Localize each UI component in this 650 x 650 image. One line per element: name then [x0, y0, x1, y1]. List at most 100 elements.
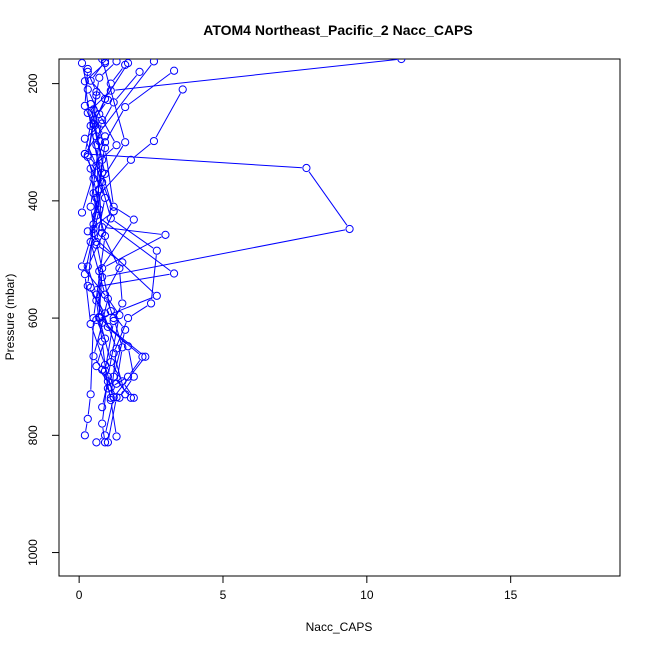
series-segment	[105, 325, 140, 355]
data-point	[100, 169, 110, 178]
data-point	[103, 294, 113, 303]
series-segment	[85, 99, 97, 150]
data-point	[98, 155, 107, 164]
data-point	[92, 91, 101, 100]
series-16	[80, 59, 130, 440]
series-segment	[97, 342, 105, 363]
data-point	[100, 143, 110, 153]
data-point	[345, 224, 354, 234]
data-point	[86, 390, 95, 399]
series-segment	[102, 63, 125, 139]
data-point	[83, 414, 92, 424]
x-axis-label: Nacc_CAPS	[306, 620, 373, 634]
data-point	[83, 64, 92, 74]
series-segment	[105, 236, 162, 267]
series-segment	[86, 139, 95, 151]
series-segment	[86, 142, 96, 162]
x-axis: 0 5 10 15	[76, 575, 518, 602]
data-point	[103, 322, 113, 331]
data-point	[77, 208, 87, 217]
data-point	[169, 66, 179, 75]
data-point	[126, 155, 136, 164]
series-segment	[95, 273, 170, 288]
chart-title: ATOM4 Northeast_Pacific_2 Nacc_CAPS	[203, 22, 472, 38]
series-segment	[90, 145, 100, 203]
series-segment	[116, 360, 143, 394]
data-point	[123, 372, 133, 381]
data-point	[123, 313, 133, 323]
data-point	[106, 306, 115, 316]
data-point	[100, 94, 110, 103]
series-segment	[101, 117, 115, 142]
data-point	[92, 87, 101, 96]
series-segment	[89, 153, 302, 169]
series-segment	[103, 186, 113, 208]
x-tick-label: 10	[360, 588, 374, 602]
data-point	[98, 59, 107, 64]
series-segment	[102, 381, 108, 420]
series-segment	[93, 164, 103, 225]
series-segment	[89, 75, 96, 88]
data-point	[106, 393, 115, 402]
data-point	[112, 141, 121, 150]
data-point	[86, 100, 95, 109]
series-segment	[90, 234, 154, 294]
series-segment	[91, 328, 105, 361]
data-point	[83, 67, 92, 76]
data-point	[98, 419, 107, 428]
series-segment	[95, 145, 124, 190]
data-point	[103, 438, 113, 447]
data-point	[109, 202, 118, 211]
series-segment	[99, 437, 102, 440]
data-point	[83, 281, 92, 290]
series-segment	[90, 322, 94, 390]
data-point	[77, 262, 87, 271]
data-point	[118, 258, 127, 267]
series-segment	[95, 359, 101, 367]
data-point	[83, 227, 92, 236]
series-segment	[84, 269, 106, 296]
data-point	[92, 362, 101, 371]
series-layer	[77, 59, 406, 447]
series-segment	[87, 126, 100, 137]
data-point	[89, 313, 98, 323]
data-point	[92, 438, 101, 447]
y-tick-label: 800	[26, 425, 40, 445]
data-point	[100, 431, 110, 440]
series-segment	[108, 401, 117, 439]
series-segment	[114, 220, 154, 249]
series-segment	[108, 319, 120, 373]
series-1	[77, 59, 406, 217]
data-point	[135, 67, 144, 76]
y-tick-label: 400	[26, 191, 40, 211]
series-segment	[107, 298, 118, 312]
series-segment	[99, 217, 171, 272]
data-point	[112, 432, 121, 441]
series-segment	[106, 266, 121, 291]
data-point	[121, 138, 130, 147]
series-segment	[82, 67, 88, 86]
data-point	[152, 246, 161, 255]
series-segment	[128, 73, 171, 105]
series-segment	[308, 171, 348, 226]
series-segment	[124, 384, 132, 395]
series-segment	[87, 228, 94, 282]
data-point	[149, 136, 159, 146]
series-segment	[110, 404, 117, 433]
series-segment	[93, 240, 105, 314]
series-segment	[119, 272, 123, 299]
series-segment	[94, 317, 105, 352]
series-segment	[114, 322, 122, 344]
y-tick-label: 1000	[26, 539, 40, 566]
series-segment	[102, 303, 108, 319]
series-segment	[102, 176, 113, 208]
data-point	[89, 189, 98, 198]
series-segment	[91, 130, 102, 178]
data-point	[106, 79, 115, 88]
data-point	[92, 237, 101, 246]
plot-frame	[58, 58, 621, 577]
data-point	[141, 352, 150, 361]
series-5	[95, 66, 179, 441]
series-segment	[100, 87, 110, 111]
series-segment	[90, 211, 97, 241]
